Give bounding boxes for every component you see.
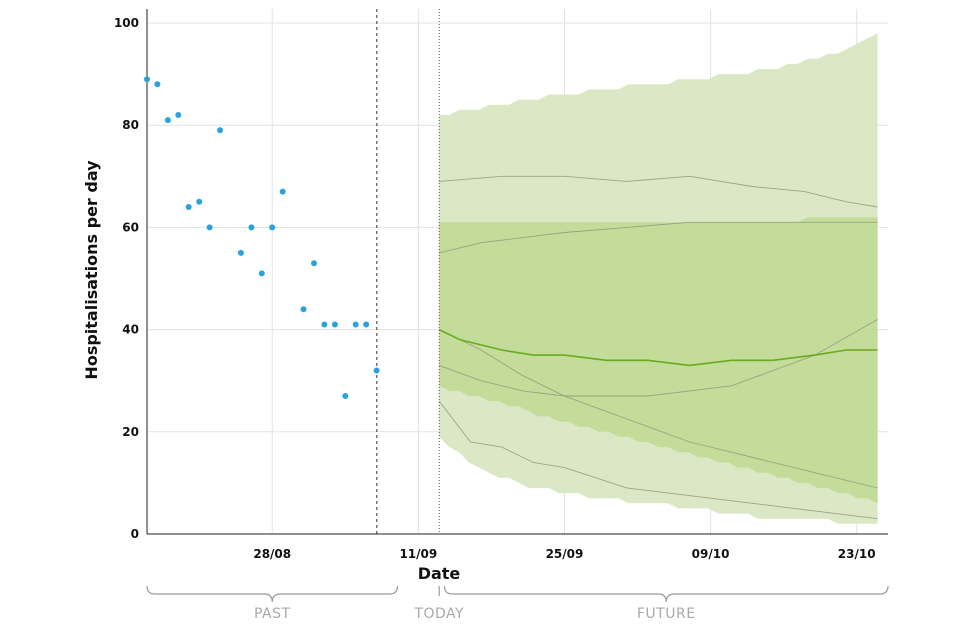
y-tick-label-60: 60 [122,220,139,234]
past-bracket [146,585,399,603]
observed-point-12 [269,224,276,231]
y-tick-label-100: 100 [114,16,139,30]
observed-point-19 [352,321,359,328]
trajectory-line-2 [439,221,878,254]
y-axis-title: Hospitalisations per day [82,160,101,380]
x-tick-label-25/09: 25/09 [546,547,584,561]
observed-point-13 [279,188,286,195]
x-tick-label-23/10: 23/10 [838,547,876,561]
future-label: FUTURE [637,606,696,622]
x-tick-label-28/08: 28/08 [253,547,291,561]
observed-point-5 [185,204,192,210]
x-tick-label-11/09: 11/09 [399,547,437,561]
observed-point-8 [217,127,224,134]
observed-point-3 [164,117,171,124]
observed-point-21 [373,367,380,374]
x-tick-label-09/10: 09/10 [692,547,730,561]
y-tick-label-80: 80 [122,118,139,132]
projection-bands [439,33,878,524]
y-tick-label-0: 0 [131,527,139,541]
observed-point-1 [144,76,150,83]
past-label: PAST [254,606,291,622]
observed-point-20 [363,321,370,328]
axes [146,9,888,535]
observed-point-14 [300,306,307,313]
observed-point-16 [321,321,328,328]
observed-point-15 [311,260,317,267]
x-axis-title: Date [418,564,461,583]
period-brackets: PAST TODAY FUTURE [146,585,889,622]
observed-point-4 [175,112,182,118]
tick-labels: 0 20 40 60 80 100 28/08 11/09 25/09 09/10 23/10 [114,16,876,561]
observed-point-9 [237,249,244,256]
median-projection [438,328,878,367]
observed-point-17 [331,321,338,328]
observed-point-6 [196,198,203,205]
observed-point-2 [154,81,161,88]
y-tick-label-20: 20 [122,425,139,439]
trajectory-line-5 [438,400,878,520]
y-tick-label-40: 40 [122,323,139,337]
date-markers [376,9,440,534]
observed-point-11 [258,270,265,277]
today-label: TODAY [413,606,464,622]
observed-point-10 [248,224,255,231]
inner-uncertainty-band [439,217,878,504]
observed-points [144,76,380,399]
sample-trajectories [438,175,878,520]
trajectory-line-4 [439,364,878,489]
trajectory-line-3 [439,319,878,397]
observed-point-7 [206,224,213,231]
observed-point-18 [342,393,349,399]
trajectory-line-1 [439,175,878,208]
future-bracket [443,585,889,603]
median-projection-line [438,328,878,367]
